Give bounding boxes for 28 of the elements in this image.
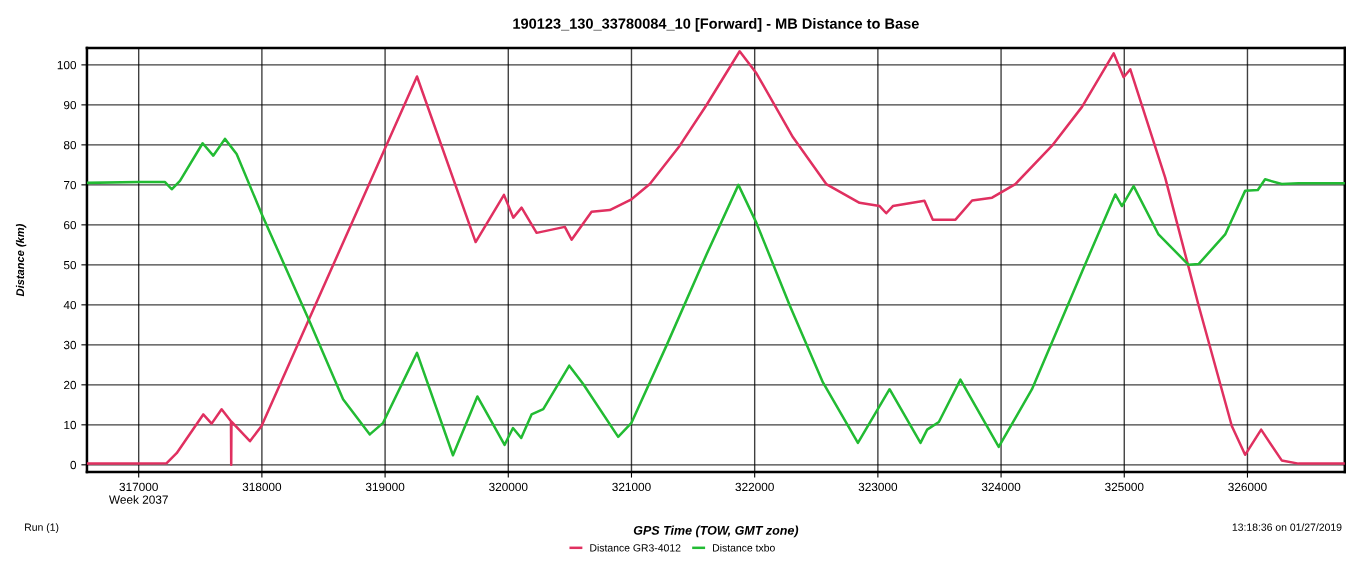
x-tick-label: 322000 (735, 482, 774, 492)
y-tick-label: 10 (64, 420, 77, 430)
x-tick-label: 318000 (242, 482, 282, 492)
x-tick-label: 324000 (981, 482, 1021, 492)
y-tick-label: 80 (63, 140, 77, 150)
legend-label: Distance txbo (713, 543, 775, 552)
x-tick-label: 326000 (1228, 482, 1267, 492)
x-tick-label: 325000 (1105, 482, 1144, 492)
legend-label: Distance GR3-4012 (590, 543, 681, 552)
text: Run (1) (25, 523, 59, 533)
y-tick-label: 70 (64, 180, 77, 190)
x-axis-title: GPS Time (TOW, GMT zone) (633, 525, 799, 538)
y-tick-label: 0 (70, 460, 77, 470)
text: 13:18:36 on 01/27/2019 (1232, 523, 1342, 531)
y-tick-label: 20 (64, 380, 77, 390)
x-tick-label: 323000 (858, 482, 898, 492)
x-tick-label: 321000 (612, 482, 651, 492)
chart-title: 190123_130_33780084_10 [Forward] - MB Distance to Base (513, 18, 919, 32)
x-tick-label: 319000 (365, 482, 405, 492)
y-tick-label: 100 (57, 60, 77, 70)
x-tick-label: 320000 (489, 482, 528, 492)
y-tick-label: 40 (63, 300, 77, 310)
x-tick-label: 317000 Week 2037 (108, 482, 168, 504)
y-axis-title: Distance (km) (15, 223, 27, 297)
y-tick-label: 90 (63, 100, 77, 110)
y-tick-label: 30 (63, 340, 77, 350)
y-tick-label: 60 (64, 220, 77, 230)
y-tick-label: 50 (63, 260, 77, 270)
